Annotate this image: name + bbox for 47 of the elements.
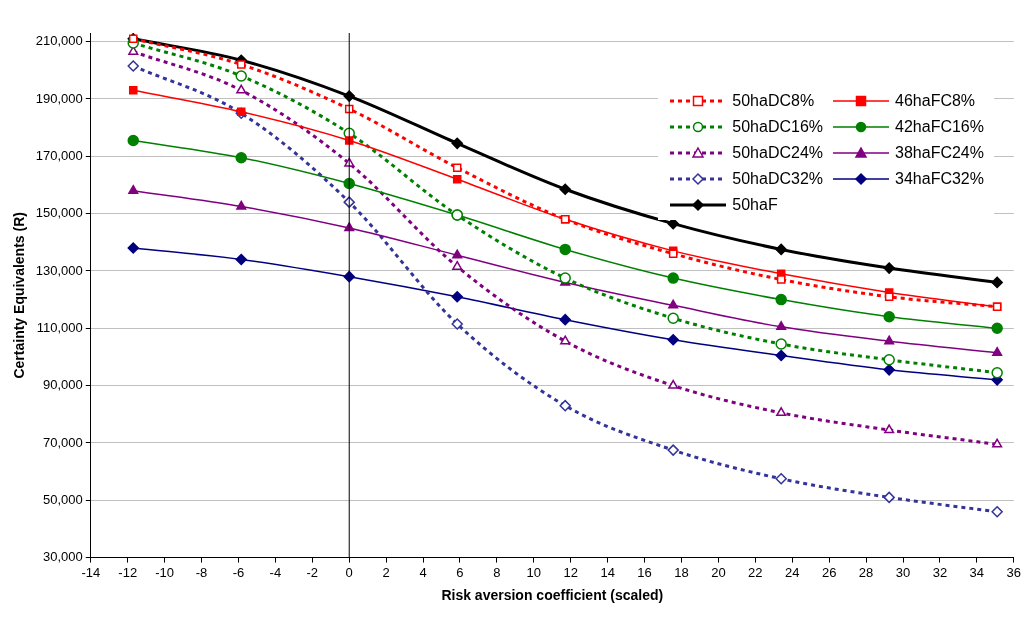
legend-label: 50haDC24%	[732, 144, 824, 162]
x-tick-label: 18	[674, 564, 689, 580]
legend-label: 42haFC16%	[895, 118, 984, 136]
x-tick-label: 24	[785, 564, 800, 580]
x-tick-label: 34	[969, 564, 985, 580]
x-tick-label: -2	[306, 564, 319, 580]
legend-label: 50haDC16%	[732, 118, 824, 136]
y-tick-label: 150,000	[35, 205, 83, 221]
x-tick-label: 4	[419, 564, 427, 580]
y-tick-label: 30,000	[43, 549, 83, 565]
y-tick-label: 190,000	[35, 90, 83, 106]
y-tick-label: 50,000	[43, 491, 83, 507]
x-tick-label: 30	[895, 564, 911, 580]
y-tick-label: 90,000	[43, 377, 83, 393]
x-axis-title: Risk aversion coefficient (scaled)	[441, 587, 664, 604]
legend-label: 34haFC32%	[895, 170, 984, 188]
y-tick-label: 130,000	[35, 262, 83, 278]
x-tick-label: -10	[155, 564, 175, 580]
y-tick-label: 70,000	[43, 434, 83, 450]
x-tick-label: 14	[600, 564, 615, 580]
x-tick-label: 10	[526, 564, 542, 580]
legend-label: 50haDC8%	[732, 92, 815, 110]
y-tick-label: 170,000	[35, 147, 83, 163]
y-tick-label: 110,000	[36, 319, 83, 335]
legend-label: 50haDC32%	[732, 170, 824, 188]
x-tick-label: 32	[932, 564, 948, 580]
x-tick-label: 8	[493, 564, 501, 580]
y-tick-label: 210,000	[35, 33, 83, 49]
x-tick-label: 36	[1006, 564, 1021, 580]
x-tick-label: 12	[563, 564, 578, 580]
x-tick-label: 28	[858, 564, 874, 580]
x-tick-label: 6	[456, 564, 464, 580]
x-tick-label: -8	[195, 564, 208, 580]
x-tick-label: 16	[637, 564, 652, 580]
x-tick-label: 2	[382, 564, 390, 580]
x-tick-label: -6	[232, 564, 245, 580]
x-tick-label: 20	[711, 564, 726, 580]
x-tick-label: 0	[345, 564, 353, 580]
legend-label: 50haF	[732, 196, 778, 214]
x-tick-label: -4	[269, 564, 282, 580]
x-tick-label: 22	[748, 564, 763, 580]
x-tick-label: -14	[81, 564, 101, 580]
y-axis-title: Certainty Equivalents (R)	[11, 212, 28, 379]
x-tick-label: 26	[821, 564, 837, 580]
legend-label: 46haFC8%	[895, 92, 976, 110]
x-tick-label: -12	[118, 564, 138, 580]
legend-label: 38haFC24%	[895, 144, 984, 162]
